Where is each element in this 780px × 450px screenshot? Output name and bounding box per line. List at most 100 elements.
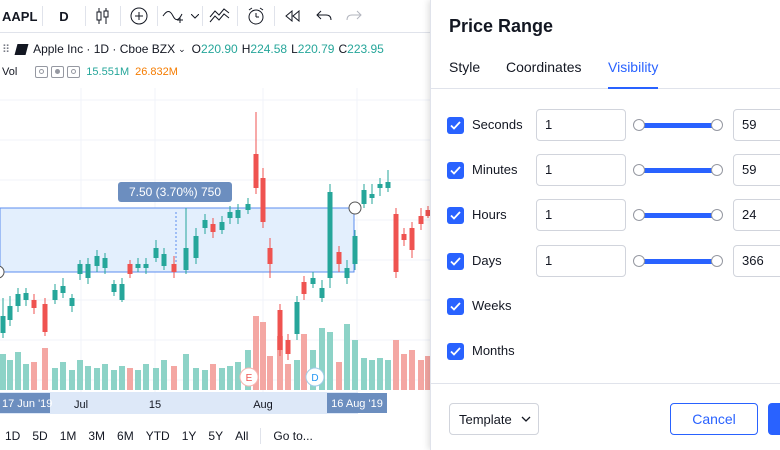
candle-body xyxy=(277,310,283,350)
minutes-label: Minutes xyxy=(472,162,518,177)
chart-panel: AAPL D xyxy=(0,0,430,444)
range-1d[interactable]: 1D xyxy=(5,429,21,443)
dialog-tabs: Style Coordinates Visibility xyxy=(431,52,780,89)
slider-knob-left[interactable] xyxy=(633,209,645,221)
range-6m[interactable]: 6M xyxy=(117,429,134,443)
minutes-from-input[interactable]: 1 xyxy=(536,154,626,186)
alert-icon[interactable] xyxy=(238,0,274,33)
hours-checkbox[interactable] xyxy=(447,207,464,224)
ok-button[interactable] xyxy=(768,403,780,435)
time-axis-highlight xyxy=(0,392,358,414)
symbol-title[interactable]: Apple Inc · 1D · Cboe BZX xyxy=(33,42,176,56)
weeks-checkbox[interactable] xyxy=(447,298,464,315)
volume-bar xyxy=(202,370,208,390)
template-label: Template xyxy=(459,411,512,427)
redo-icon[interactable] xyxy=(339,0,369,33)
candle-body xyxy=(393,214,399,272)
check-icon xyxy=(450,257,461,266)
slider-knob-right[interactable] xyxy=(711,209,723,221)
candle-body xyxy=(294,302,300,334)
price-range-dialog: Price Range Style Coordinates Visibility… xyxy=(430,0,780,450)
chevron-down-icon[interactable]: ⌄ xyxy=(178,43,186,54)
days-from-input[interactable]: 1 xyxy=(536,245,626,277)
drag-handle-icon[interactable]: ⠿ xyxy=(2,43,11,56)
slider-knob-right[interactable] xyxy=(711,119,723,131)
seconds-checkbox[interactable] xyxy=(447,117,464,134)
range-all[interactable]: All xyxy=(235,429,249,443)
volume-bar xyxy=(219,368,225,390)
range-5y[interactable]: 5Y xyxy=(208,429,224,443)
volume-bar xyxy=(285,364,291,390)
tab-visibility[interactable]: Visibility xyxy=(608,59,659,89)
candle-body xyxy=(319,288,325,298)
seconds-to-input[interactable]: 59 xyxy=(733,109,780,141)
candle-body xyxy=(42,304,48,332)
days-slider[interactable] xyxy=(633,255,723,267)
add-indicator-icon[interactable] xyxy=(121,0,157,33)
months-checkbox[interactable] xyxy=(447,343,464,360)
volume-bar xyxy=(393,340,399,390)
months-label: Months xyxy=(472,343,515,358)
drawing-tools-icon[interactable] xyxy=(158,0,188,33)
minutes-checkbox[interactable] xyxy=(447,162,464,179)
volume-bar xyxy=(102,364,108,390)
undo-icon[interactable] xyxy=(309,0,339,33)
eye-icon[interactable] xyxy=(35,66,49,78)
replay-icon[interactable] xyxy=(275,0,309,33)
candle-body xyxy=(327,192,333,278)
weeks-label: Weeks xyxy=(472,298,512,313)
dialog-title: Price Range xyxy=(449,16,554,36)
range-ytd[interactable]: YTD xyxy=(145,429,170,443)
range-handle-bottom[interactable] xyxy=(0,265,5,279)
volume-bar xyxy=(294,360,300,390)
hours-slider[interactable] xyxy=(633,209,723,221)
high-key: H xyxy=(241,42,251,56)
volume-bar xyxy=(42,348,48,390)
go-to-date-button[interactable]: Go to... xyxy=(273,429,313,443)
range-5d[interactable]: 5D xyxy=(32,429,48,443)
candle-body xyxy=(23,293,29,300)
candle-body xyxy=(52,290,58,300)
price-range-area[interactable] xyxy=(0,207,355,273)
slider-knob-right[interactable] xyxy=(711,255,723,267)
interval-button[interactable]: D xyxy=(59,8,69,24)
minutes-to-input[interactable]: 59 xyxy=(733,154,780,186)
range-1m[interactable]: 1M xyxy=(59,429,77,443)
range-handle-top[interactable] xyxy=(348,201,362,215)
low-value: 220.79 xyxy=(297,42,335,56)
earnings-marker[interactable]: E xyxy=(239,367,259,387)
minutes-slider[interactable] xyxy=(633,164,723,176)
range-1y[interactable]: 1Y xyxy=(181,429,197,443)
hours-from-input[interactable]: 1 xyxy=(536,199,626,231)
candle-body xyxy=(69,298,75,306)
volume-bar xyxy=(77,360,83,390)
close-icon[interactable] xyxy=(67,66,81,78)
check-icon xyxy=(450,302,461,311)
range-3m[interactable]: 3M xyxy=(88,429,106,443)
template-dropdown[interactable]: Template xyxy=(449,403,539,435)
settings-icon[interactable] xyxy=(51,66,65,78)
volume-value-2: 26.832M xyxy=(135,66,178,78)
slider-knob-left[interactable] xyxy=(633,119,645,131)
chevron-down-icon[interactable] xyxy=(188,0,202,33)
slider-knob-right[interactable] xyxy=(711,164,723,176)
seconds-slider[interactable] xyxy=(633,119,723,131)
slider-knob-left[interactable] xyxy=(633,164,645,176)
compare-icon[interactable] xyxy=(203,0,237,33)
tab-style[interactable]: Style xyxy=(449,59,481,75)
dividend-marker[interactable]: D xyxy=(305,367,325,387)
days-to-input[interactable]: 366 xyxy=(733,245,780,277)
slider-knob-left[interactable] xyxy=(633,255,645,267)
tab-coordinates[interactable]: Coordinates xyxy=(506,59,582,75)
volume-bar xyxy=(111,370,117,390)
price-chart[interactable]: 7.50 (3.70%) 750 E D 17 Jun '19 Jul 15 A… xyxy=(0,88,430,422)
hours-to-input[interactable]: 24 xyxy=(733,199,780,231)
open-key: O xyxy=(191,42,202,56)
seconds-from-input[interactable]: 1 xyxy=(536,109,626,141)
volume-bar xyxy=(135,370,141,390)
symbol-button[interactable]: AAPL xyxy=(2,8,38,24)
cancel-button[interactable]: Cancel xyxy=(670,403,758,435)
bar-type-icon[interactable] xyxy=(86,0,120,33)
days-checkbox[interactable] xyxy=(447,253,464,270)
volume-label[interactable]: Vol xyxy=(2,66,18,78)
